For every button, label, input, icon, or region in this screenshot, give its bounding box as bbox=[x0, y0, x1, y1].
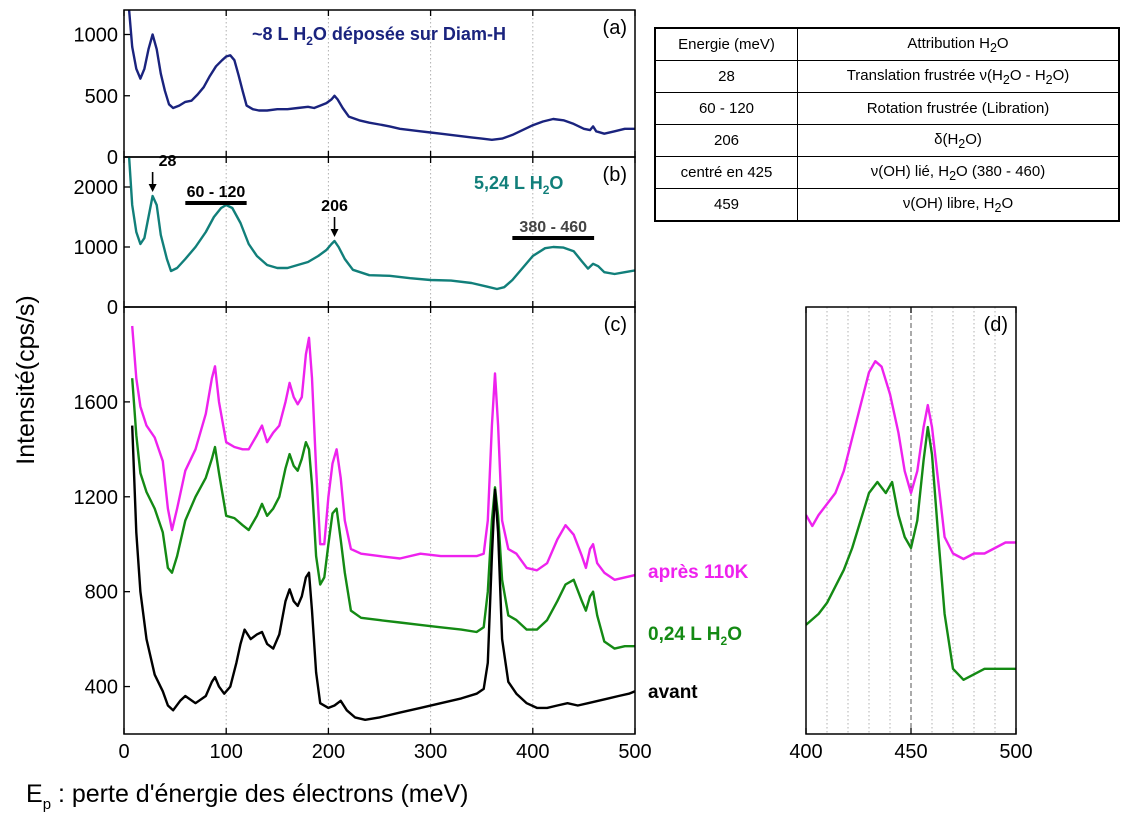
table-cell-energy: 459 bbox=[654, 188, 798, 222]
annotation-arrowhead bbox=[148, 184, 157, 192]
annotation-bar-label: 60 - 120 bbox=[187, 184, 246, 201]
y-axis-label: Intensité(cps/s) bbox=[12, 295, 40, 465]
attribution-table-body: Energie (meV) Attribution H2O 28 Translatio… bbox=[654, 27, 1120, 222]
x-axis-label-sub: p bbox=[43, 796, 51, 813]
table-cell-attribution: Rotation frustrée (Libration) bbox=[797, 92, 1120, 125]
annotation-arrowhead bbox=[330, 229, 339, 237]
label-subscript: 2 bbox=[306, 34, 313, 48]
panel-b: 0 1000 2000 (b) 5,24 L H2O 28 206 60 - 120 380 -… bbox=[74, 153, 636, 319]
x-tick-label: 0 bbox=[118, 741, 129, 763]
series-line-d-0 bbox=[806, 360, 1016, 561]
panel-d: 400 450 500 (d) bbox=[789, 306, 1033, 763]
table-row: centré en 425 ν(OH) lié, H2O (380 - 460) bbox=[654, 156, 1120, 189]
table-cell-attribution: Attribution H2O bbox=[797, 27, 1120, 61]
series-line-c-0 bbox=[131, 325, 635, 581]
panel-c: 0 100 200 300 400 500 400 800 1200 1600 (c) après 1… bbox=[74, 306, 749, 763]
annotation-bar-label: 380 - 460 bbox=[519, 219, 587, 236]
x-axis-label: Ep : perte d'énergie des électrons (meV) bbox=[26, 780, 469, 813]
panel-title: ~8 L H2O déposée sur Diam-H bbox=[252, 24, 506, 48]
table-row: 459 ν(OH) libre, H2O bbox=[654, 188, 1120, 222]
label-subscript: 2 bbox=[721, 634, 728, 648]
y-tick-label: 1200 bbox=[74, 487, 119, 509]
plot-frame bbox=[123, 306, 636, 735]
x-tick-label: 300 bbox=[414, 741, 447, 763]
series-line-c-2 bbox=[131, 425, 635, 721]
x-tick-label: 100 bbox=[210, 741, 243, 763]
table-header-row: Energie (meV) Attribution H2O bbox=[654, 27, 1120, 61]
series-line-d-1 bbox=[806, 425, 1016, 681]
table-cell-energy: Energie (meV) bbox=[654, 27, 798, 61]
y-tick-label: 1600 bbox=[74, 392, 119, 414]
table-cell-energy: centré en 425 bbox=[654, 156, 798, 189]
y-tick-label: 1000 bbox=[74, 25, 119, 47]
y-tick-label: 400 bbox=[85, 677, 118, 699]
x-tick-label: 200 bbox=[312, 741, 345, 763]
table-row: 28 Translation frustrée ν(H2O - H2O) bbox=[654, 60, 1120, 93]
table-cell-attribution: ν(OH) lié, H2O (380 - 460) bbox=[797, 156, 1120, 189]
table-cell-energy: 28 bbox=[654, 60, 798, 93]
y-tick-label: 500 bbox=[85, 86, 118, 108]
label-part: 0,24 L H bbox=[648, 624, 721, 645]
label-part: O bbox=[549, 173, 563, 193]
panel-title: 5,24 L H2O bbox=[474, 173, 563, 197]
series-line-a-0 bbox=[127, 10, 635, 141]
x-axis-label-rest: : perte d'énergie des électrons (meV) bbox=[51, 780, 468, 808]
y-tick-label: 1000 bbox=[74, 237, 119, 259]
series-label: après 110K bbox=[648, 562, 749, 583]
table-cell-energy: 60 - 120 bbox=[654, 92, 798, 125]
series-line-b-0 bbox=[127, 157, 635, 291]
label-subscript: 2 bbox=[543, 183, 550, 197]
table-row: 60 - 120 Rotation frustrée (Libration) bbox=[654, 92, 1120, 125]
series-label: 0,24 L H2O bbox=[648, 624, 742, 648]
y-tick-label: 0 bbox=[107, 147, 118, 169]
panel-tag: (d) bbox=[984, 314, 1008, 336]
series-line-c-1 bbox=[131, 378, 635, 650]
table-cell-attribution: Translation frustrée ν(H2O - H2O) bbox=[797, 60, 1120, 93]
x-tick-label: 500 bbox=[999, 741, 1032, 763]
y-tick-label: 800 bbox=[85, 582, 118, 604]
annotation-label: 206 bbox=[321, 198, 348, 215]
table-cell-attribution: ν(OH) libre, H2O bbox=[797, 188, 1120, 222]
label-part: O bbox=[727, 624, 742, 645]
panel-tag: (c) bbox=[604, 314, 627, 336]
table-cell-attribution: δ(H2O) bbox=[797, 124, 1120, 157]
x-tick-label: 450 bbox=[894, 741, 927, 763]
table-cell-energy: 206 bbox=[654, 124, 798, 157]
label-part: O déposée sur Diam-H bbox=[313, 24, 506, 44]
x-tick-label: 400 bbox=[516, 741, 549, 763]
label-part: 5,24 L H bbox=[474, 173, 543, 193]
x-tick-label: 400 bbox=[789, 741, 822, 763]
label-part: ~8 L H bbox=[252, 24, 306, 44]
series-label: avant bbox=[648, 682, 698, 703]
panel-a: 0 500 1000 (a) ~8 L H2O déposée sur Diam-H bbox=[74, 9, 636, 169]
x-tick-label: 500 bbox=[618, 741, 651, 763]
attribution-table: Energie (meV) Attribution H2O 28 Translatio… bbox=[654, 27, 1120, 222]
y-tick-label: 0 bbox=[107, 297, 118, 319]
x-axis-label-main: E bbox=[26, 780, 43, 808]
panel-tag: (b) bbox=[603, 164, 627, 186]
y-tick-label: 2000 bbox=[74, 177, 119, 199]
annotation-label: 28 bbox=[159, 153, 177, 170]
panel-tag: (a) bbox=[603, 17, 627, 39]
table-row: 206 δ(H2O) bbox=[654, 124, 1120, 157]
